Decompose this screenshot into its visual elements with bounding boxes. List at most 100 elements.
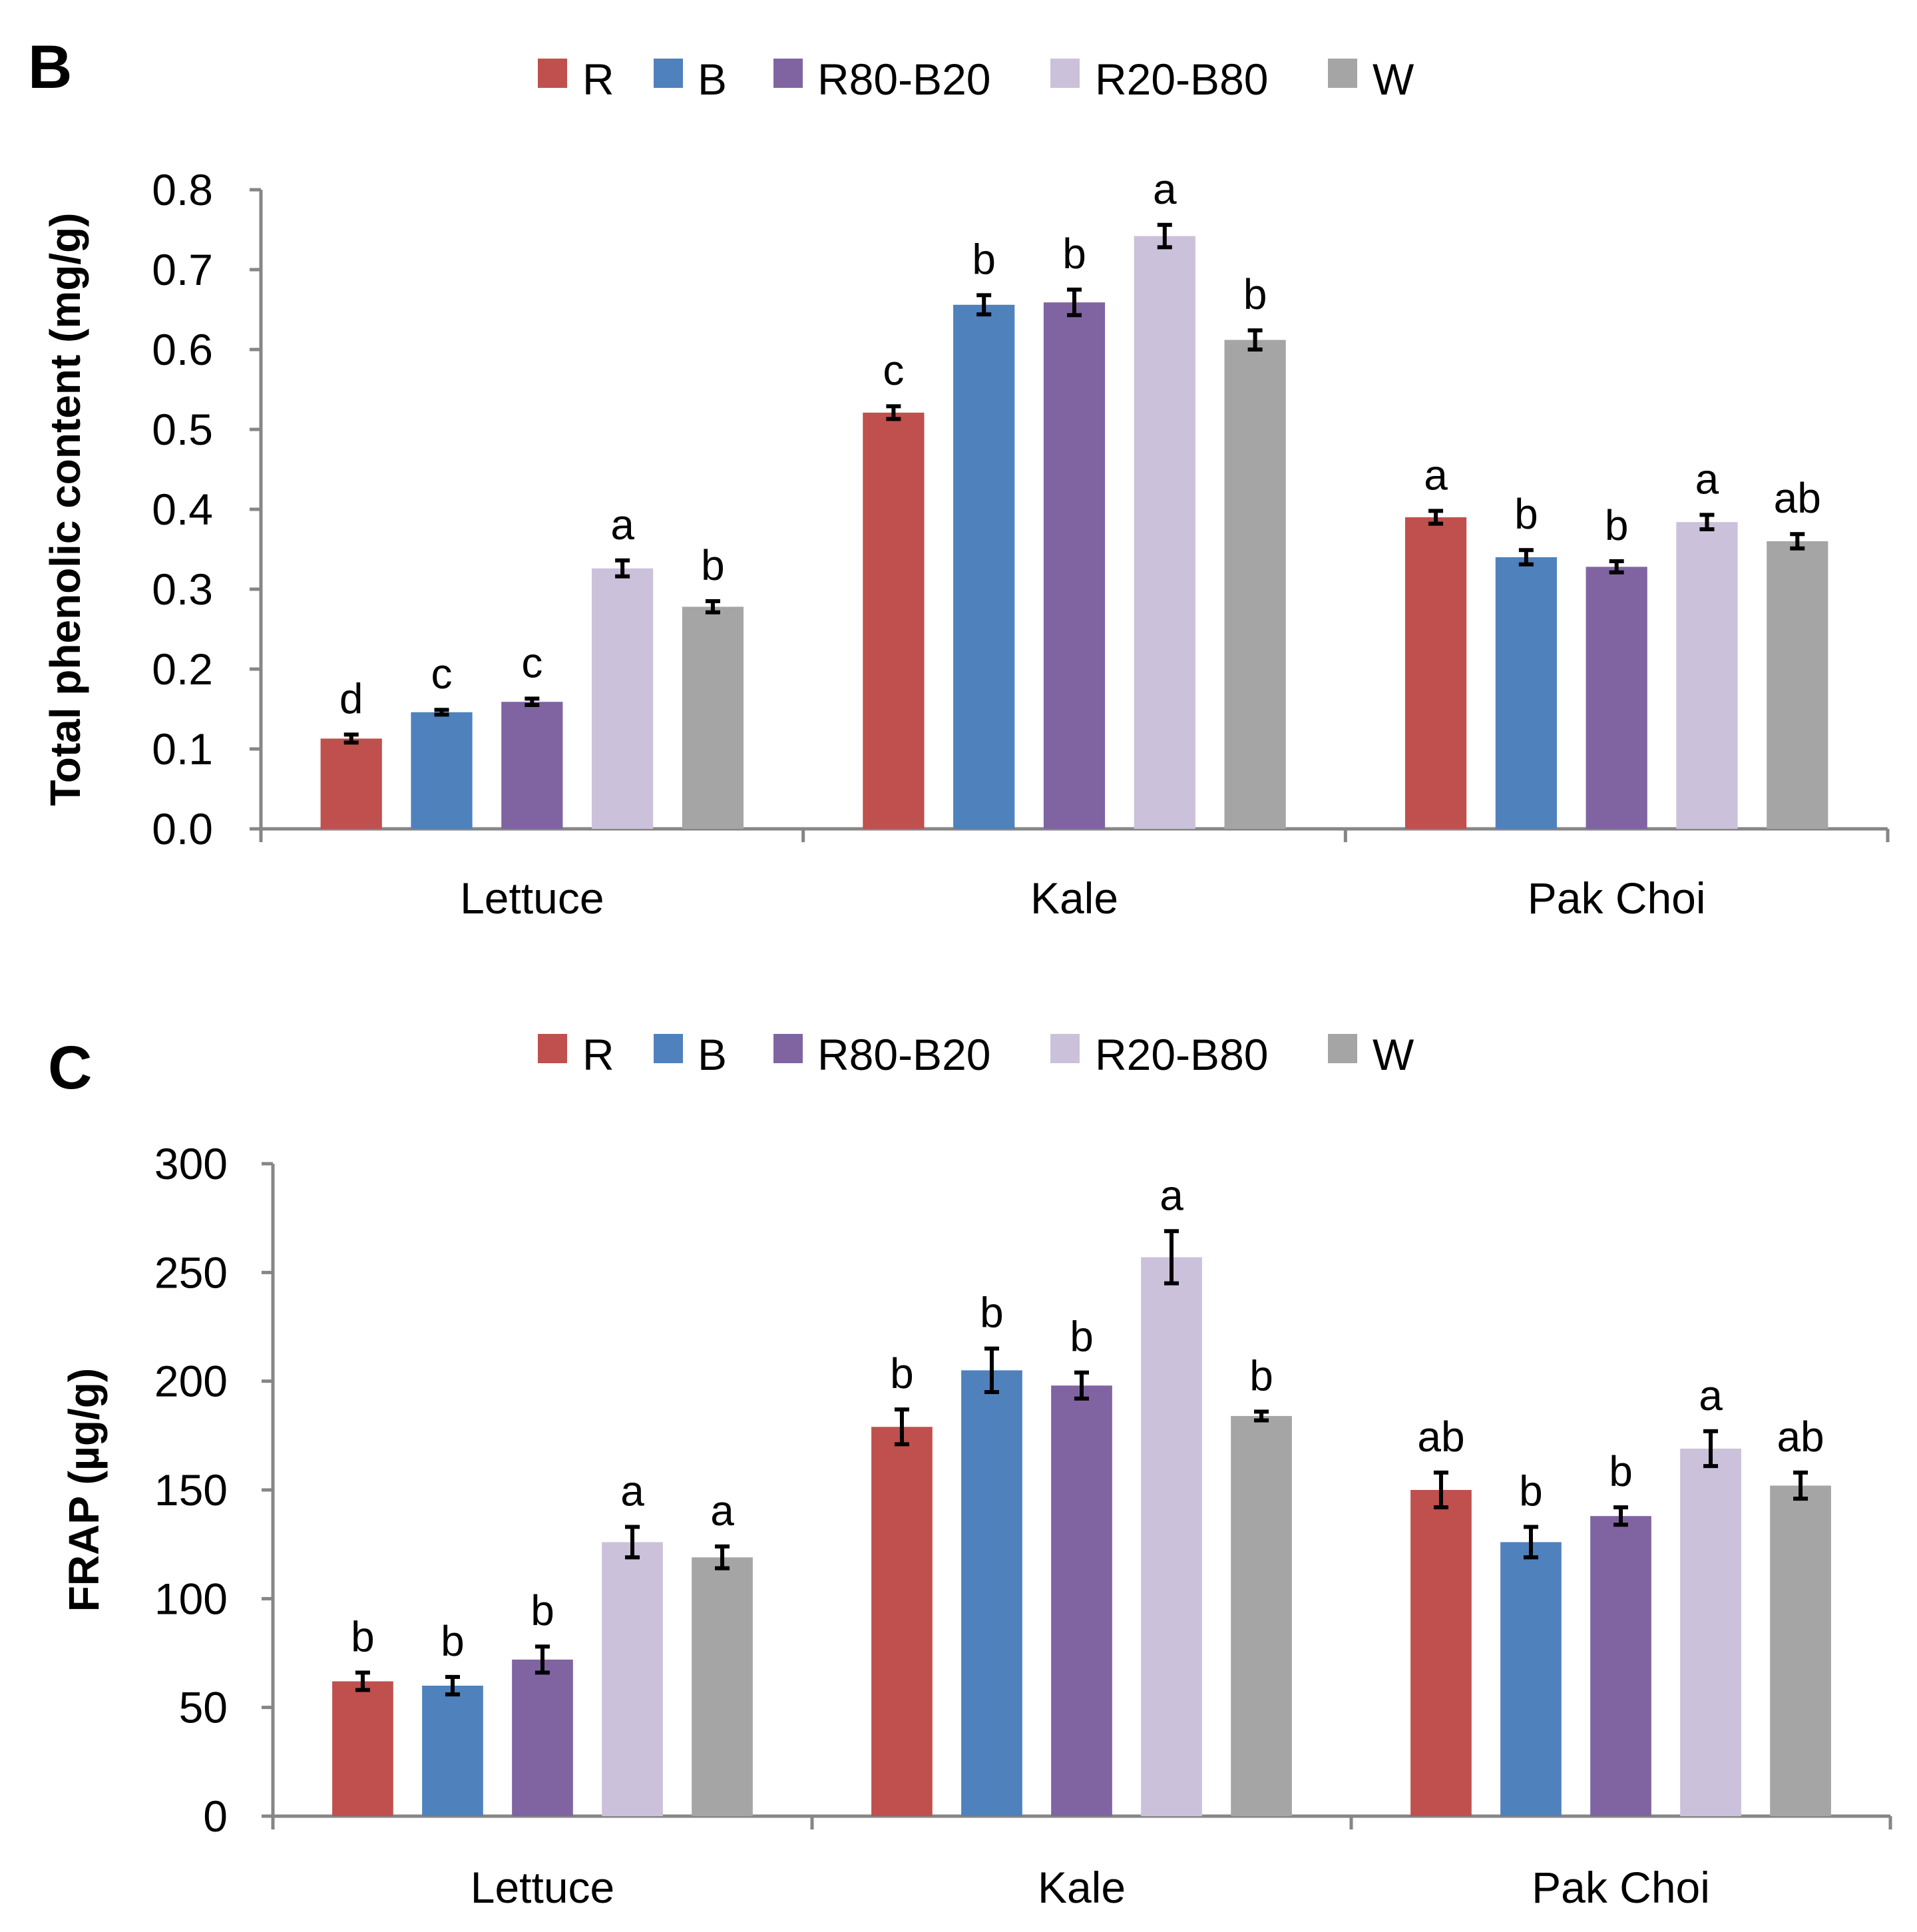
significance-letter: b bbox=[1609, 1447, 1633, 1495]
y-tick-label: 0.1 bbox=[152, 724, 213, 774]
bar-r80-b20 bbox=[512, 1659, 573, 1816]
significance-letter: c bbox=[521, 638, 542, 686]
significance-letter: b bbox=[972, 235, 996, 283]
significance-letter: b bbox=[1062, 230, 1086, 278]
bar-r20-b80 bbox=[1134, 236, 1195, 830]
legend-swatch-r bbox=[538, 1034, 567, 1063]
bar-r bbox=[1410, 1490, 1472, 1816]
legend-swatch-w bbox=[1328, 59, 1357, 88]
y-tick-label: 0.7 bbox=[152, 245, 213, 294]
panel-b: B R B R80-B20 R20-B80 W 0.0 0.1 0.2 0.3 0.4 0.5 0.6… bbox=[28, 33, 1890, 923]
bar-r bbox=[320, 738, 382, 829]
significance-letter: a bbox=[1160, 1171, 1183, 1219]
y-tick-label: 200 bbox=[154, 1357, 228, 1406]
bar-w bbox=[1767, 541, 1828, 829]
significance-letter: ab bbox=[1774, 474, 1821, 522]
legend-swatch-r bbox=[538, 59, 567, 88]
significance-letter: a bbox=[1699, 1371, 1723, 1419]
legend-swatch-r20-b80 bbox=[1050, 1034, 1080, 1063]
y-tick-label: 150 bbox=[154, 1465, 228, 1515]
y-tick-label: 0.0 bbox=[152, 804, 213, 853]
bar-r80-b20 bbox=[1590, 1516, 1651, 1816]
bar-b bbox=[411, 712, 473, 829]
y-tick-label: 0 bbox=[203, 1792, 228, 1841]
y-tick-label: 250 bbox=[154, 1248, 228, 1297]
y-tick-label: 0.2 bbox=[152, 644, 213, 694]
category-label-lettuce: Lettuce bbox=[460, 873, 604, 923]
bar-r80-b20 bbox=[1043, 302, 1106, 829]
significance-letter: d bbox=[339, 674, 363, 722]
bar-w bbox=[1770, 1485, 1831, 1816]
significance-letter: b bbox=[531, 1586, 554, 1634]
y-tick-label: 300 bbox=[154, 1139, 228, 1188]
panel-c: C R B R80-B20 R20-B80 W 0 50 100 150 200 250 300 FRA… bbox=[48, 1030, 1892, 1912]
significance-letter: b bbox=[1519, 1467, 1543, 1515]
legend-label-r20-b80: R20-B80 bbox=[1095, 1030, 1269, 1079]
bar-w bbox=[692, 1557, 753, 1816]
significance-letter: a bbox=[620, 1467, 644, 1515]
significance-letter: a bbox=[1424, 451, 1448, 499]
y-tick-label: 50 bbox=[179, 1683, 228, 1732]
bar-r bbox=[871, 1427, 933, 1816]
y-axis-title: Total phenolic content (mg/g) bbox=[41, 212, 89, 806]
bar-w bbox=[1224, 340, 1286, 830]
y-tick-label: 0.5 bbox=[152, 405, 213, 454]
bar-r80-b20 bbox=[1586, 567, 1647, 829]
y-tick-label: 100 bbox=[154, 1574, 228, 1623]
legend-swatch-b bbox=[654, 1034, 683, 1063]
significance-letter: ab bbox=[1777, 1413, 1824, 1461]
significance-letter: b bbox=[980, 1289, 1004, 1337]
significance-letter: a bbox=[610, 501, 634, 549]
significance-letter: b bbox=[890, 1349, 914, 1397]
bar-r20-b80 bbox=[1141, 1257, 1202, 1816]
y-axis-title: FRAP (µg/g) bbox=[60, 1368, 108, 1612]
significance-letter: b bbox=[1249, 1351, 1273, 1399]
bar-b bbox=[1500, 1542, 1562, 1816]
bar-r20-b80 bbox=[602, 1542, 663, 1816]
bar-r80-b20 bbox=[501, 702, 563, 829]
significance-letter: b bbox=[701, 541, 725, 589]
legend-label-r: R bbox=[582, 1030, 614, 1079]
bar-w bbox=[682, 606, 744, 829]
significance-letter: a bbox=[1695, 455, 1719, 503]
legend-label-b: B bbox=[698, 55, 727, 104]
legend-label-b: B bbox=[698, 1030, 727, 1079]
y-tick-label: 0.4 bbox=[152, 485, 213, 534]
y-tick-label: 0.8 bbox=[152, 165, 213, 214]
bar-r bbox=[863, 412, 925, 829]
legend-label-r80-b20: R80-B20 bbox=[817, 1030, 991, 1079]
significance-letter: b bbox=[1243, 270, 1267, 318]
bar-r20-b80 bbox=[1676, 522, 1738, 829]
significance-letter: ab bbox=[1417, 1413, 1464, 1461]
legend-label-w: W bbox=[1373, 55, 1414, 104]
bar-w bbox=[1231, 1415, 1292, 1816]
bar-b bbox=[422, 1686, 483, 1816]
category-label-kale: Kale bbox=[1030, 873, 1118, 923]
legend-swatch-b bbox=[654, 59, 683, 88]
y-tick-label: 0.3 bbox=[152, 565, 213, 614]
bar-r80-b20 bbox=[1051, 1385, 1112, 1816]
legend-swatch-r80-b20 bbox=[773, 59, 803, 88]
bar-b bbox=[961, 1370, 1022, 1816]
legend-label-r80-b20: R80-B20 bbox=[817, 55, 991, 104]
category-label-pak-choi: Pak Choi bbox=[1532, 1863, 1710, 1912]
category-label-pak-choi: Pak Choi bbox=[1528, 873, 1706, 923]
bar-b bbox=[1495, 557, 1557, 829]
bar-r bbox=[1404, 517, 1467, 829]
significance-letter: a bbox=[1153, 165, 1177, 213]
legend-label-r20-b80: R20-B80 bbox=[1095, 55, 1269, 104]
category-label-lettuce: Lettuce bbox=[471, 1863, 615, 1912]
legend-swatch-w bbox=[1328, 1034, 1357, 1063]
significance-letter: b bbox=[1070, 1313, 1094, 1361]
category-label-kale: Kale bbox=[1038, 1863, 1126, 1912]
significance-letter: c bbox=[431, 650, 453, 698]
significance-letter: a bbox=[710, 1487, 734, 1535]
legend-label-r: R bbox=[582, 55, 614, 104]
panel-letter-b: B bbox=[28, 33, 72, 101]
significance-letter: b bbox=[441, 1617, 465, 1665]
bar-r20-b80 bbox=[1680, 1448, 1741, 1816]
bar-b bbox=[953, 304, 1015, 829]
legend-label-w: W bbox=[1373, 1030, 1414, 1079]
bar-r bbox=[332, 1681, 393, 1816]
